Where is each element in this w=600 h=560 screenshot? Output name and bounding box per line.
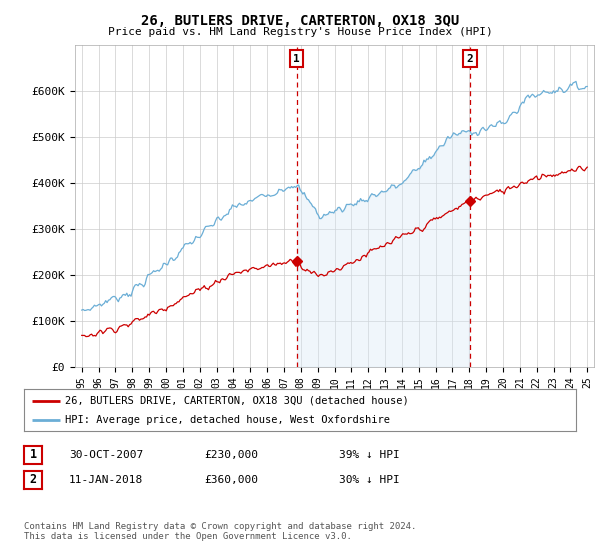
Text: 2: 2 [29, 473, 37, 487]
Text: Price paid vs. HM Land Registry's House Price Index (HPI): Price paid vs. HM Land Registry's House … [107, 27, 493, 37]
Text: 1: 1 [293, 54, 300, 64]
Text: 26, BUTLERS DRIVE, CARTERTON, OX18 3QU: 26, BUTLERS DRIVE, CARTERTON, OX18 3QU [141, 14, 459, 28]
Text: 11-JAN-2018: 11-JAN-2018 [69, 475, 143, 485]
Text: 30% ↓ HPI: 30% ↓ HPI [339, 475, 400, 485]
Text: 30-OCT-2007: 30-OCT-2007 [69, 450, 143, 460]
Text: HPI: Average price, detached house, West Oxfordshire: HPI: Average price, detached house, West… [65, 415, 391, 425]
Text: £230,000: £230,000 [204, 450, 258, 460]
Text: £360,000: £360,000 [204, 475, 258, 485]
Text: 2: 2 [466, 54, 473, 64]
Text: 39% ↓ HPI: 39% ↓ HPI [339, 450, 400, 460]
Text: Contains HM Land Registry data © Crown copyright and database right 2024.
This d: Contains HM Land Registry data © Crown c… [24, 522, 416, 542]
Text: 1: 1 [29, 448, 37, 461]
Text: 26, BUTLERS DRIVE, CARTERTON, OX18 3QU (detached house): 26, BUTLERS DRIVE, CARTERTON, OX18 3QU (… [65, 395, 409, 405]
